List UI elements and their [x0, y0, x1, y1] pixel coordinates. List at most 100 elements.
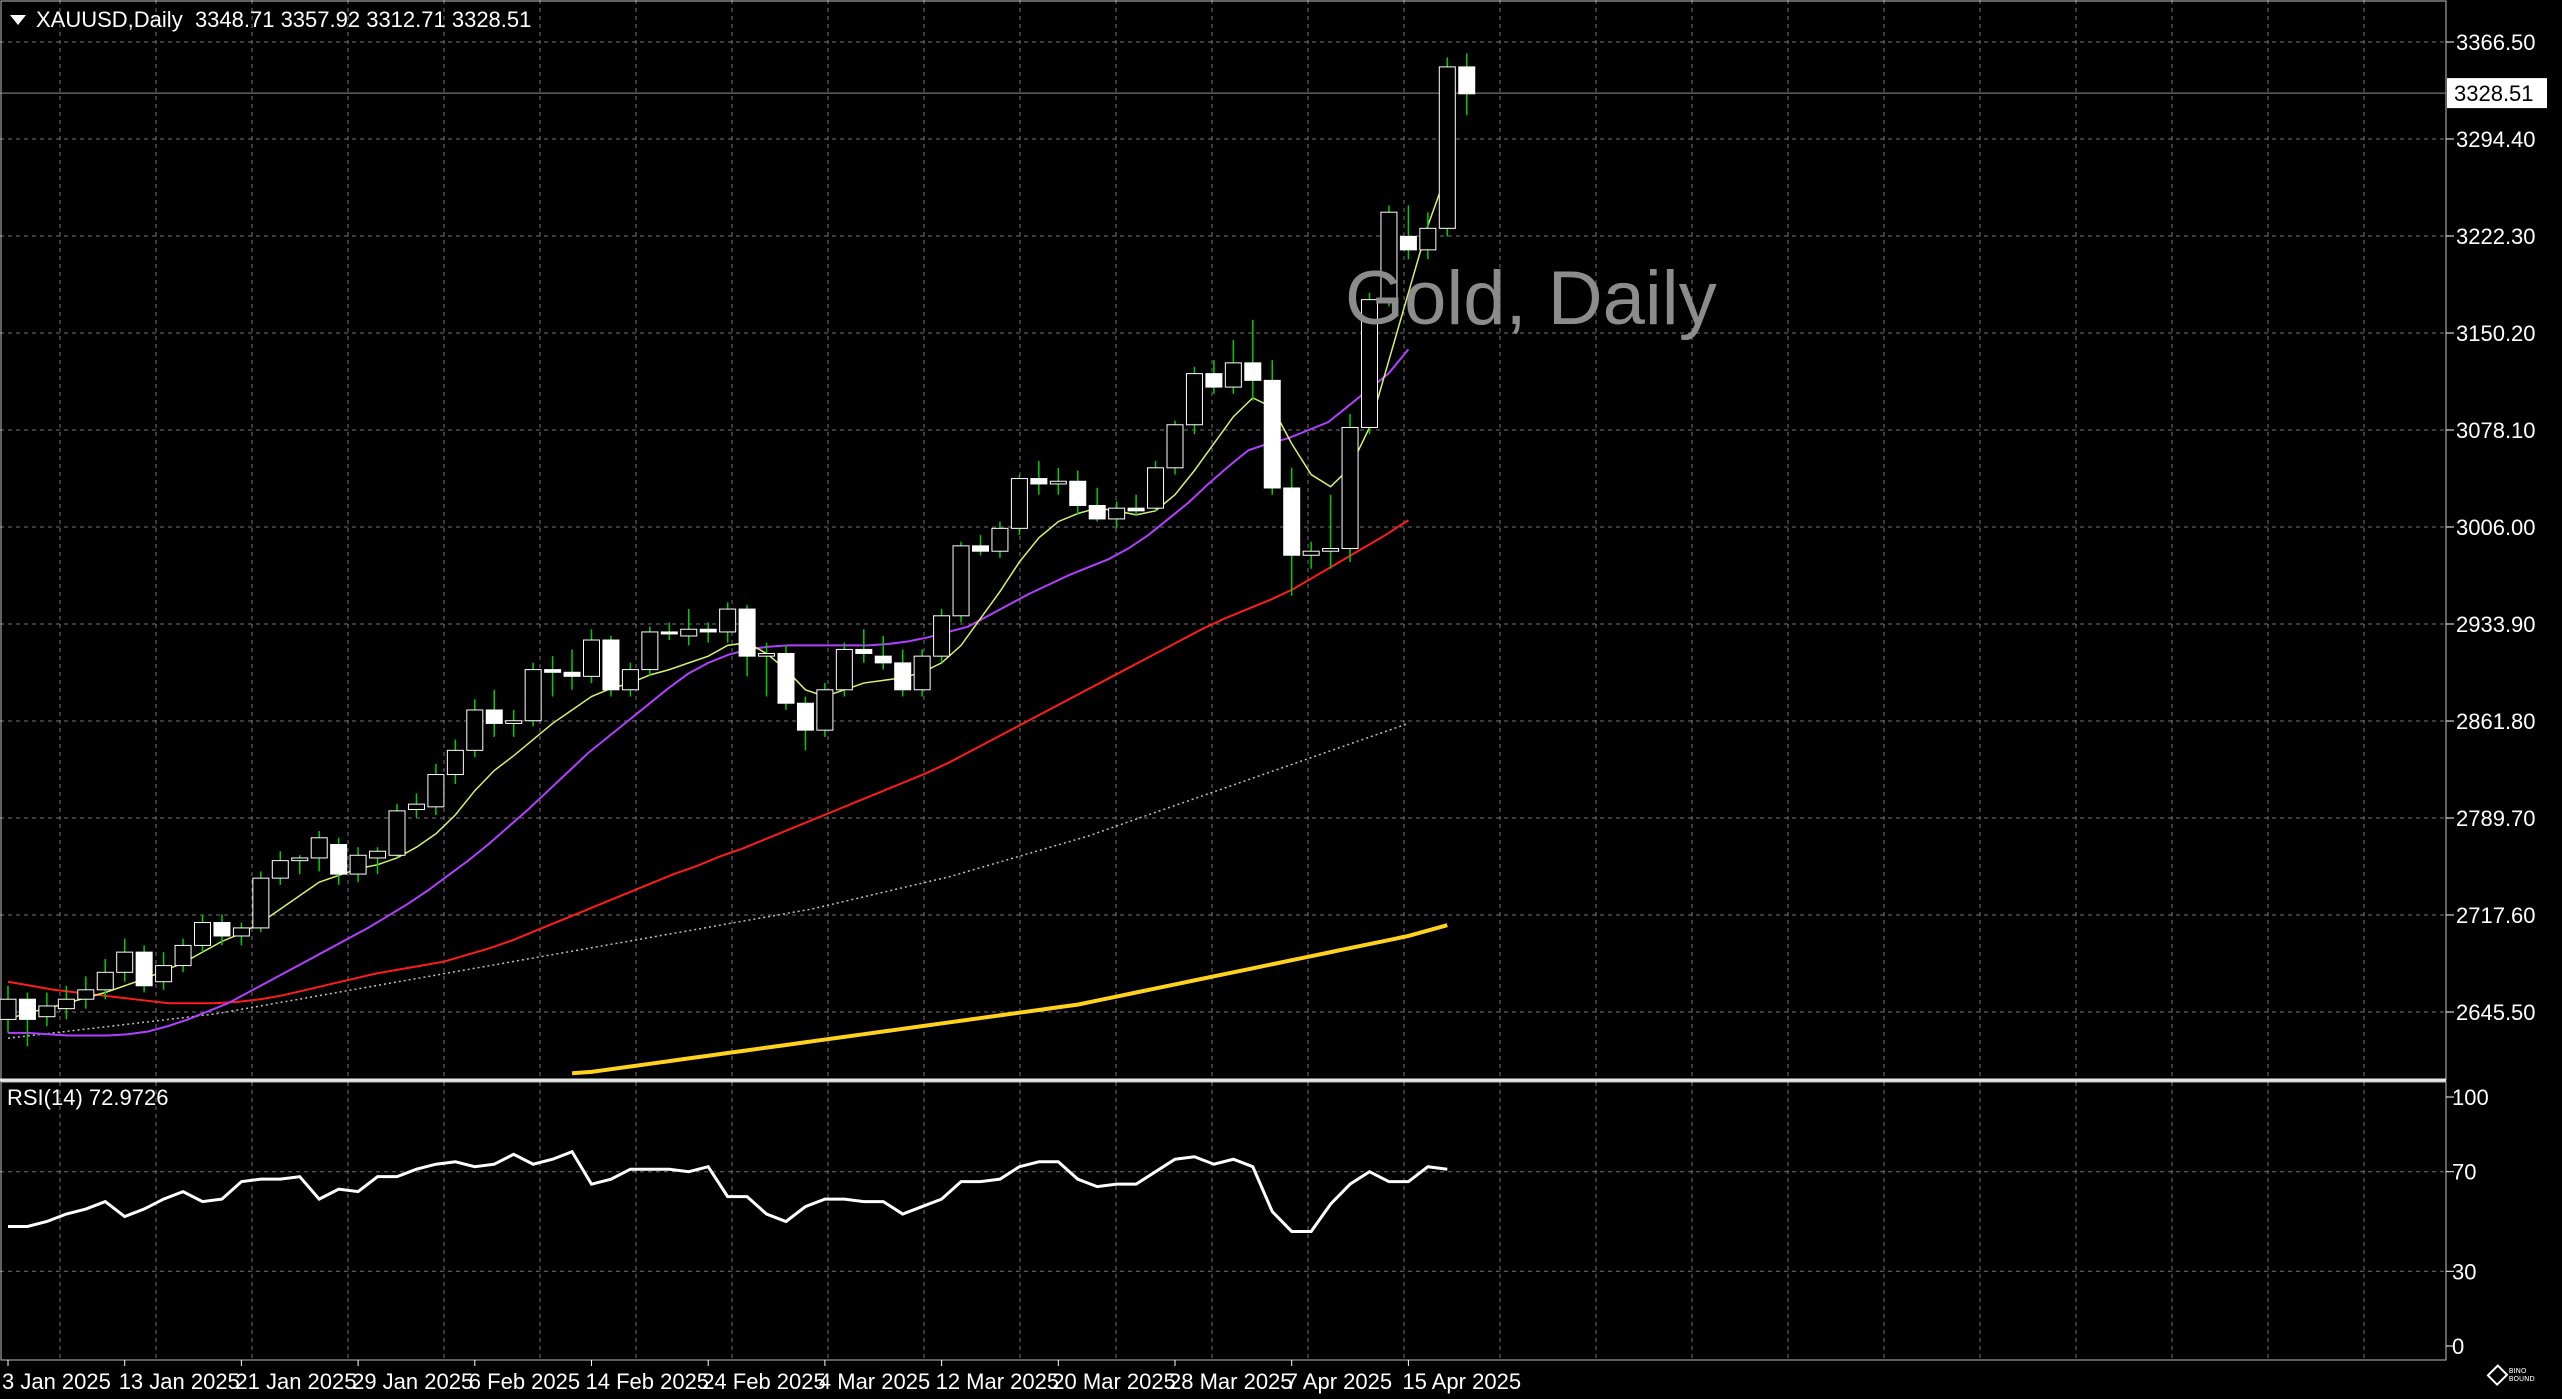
candle-body [699, 628, 717, 633]
candle [1127, 494, 1145, 515]
y-tick-label: 3150.20 [2456, 321, 2536, 346]
candle [796, 696, 814, 751]
candle [1341, 413, 1359, 562]
candle [1263, 360, 1281, 495]
candle [855, 629, 873, 663]
candle [252, 871, 270, 932]
candle-body [719, 608, 737, 633]
candle [1283, 467, 1301, 596]
y-tick-label: 2717.60 [2456, 903, 2536, 928]
ma-fast-line [7, 171, 1449, 1021]
candle-body [1283, 487, 1301, 556]
candle-body [913, 655, 931, 691]
candle-body [18, 998, 36, 1020]
candle [1108, 501, 1126, 529]
candle-body [524, 669, 542, 722]
rsi-indicator-label: RSI(14) 72.9726 [7, 1085, 169, 1110]
candle-body [213, 922, 231, 937]
candle [602, 635, 620, 697]
rsi-y-label: 70 [2452, 1160, 2476, 1185]
candle [310, 831, 328, 872]
candle-body [135, 951, 153, 987]
logo-diamond-icon [2486, 1364, 2509, 1386]
candle [232, 922, 250, 946]
candle-body [1224, 362, 1242, 388]
candle [894, 649, 912, 697]
candle [466, 699, 484, 758]
grid-lines [0, 0, 2446, 1360]
x-tick-label: 15 Apr 2025 [1402, 1369, 1521, 1394]
candle [446, 739, 464, 784]
candle [874, 635, 892, 670]
candle [1185, 366, 1203, 435]
candle-body [855, 648, 873, 654]
ma-mid-line [8, 348, 1410, 1037]
y-tick-label: 3294.40 [2456, 127, 2536, 152]
candle [933, 609, 951, 663]
rsi-y-label: 0 [2452, 1334, 2464, 1359]
candle-body [972, 545, 989, 552]
candle [388, 804, 406, 858]
candle [18, 992, 36, 1047]
candle [1049, 467, 1067, 495]
x-tick-label: 28 Mar 2025 [1169, 1369, 1293, 1394]
candle [194, 914, 211, 953]
candle-body [621, 669, 639, 691]
candle-body [330, 844, 348, 875]
candle-body [38, 1005, 56, 1018]
candle-body [1049, 480, 1067, 485]
symbol-label: XAUUSD,Daily [36, 7, 183, 32]
candle [544, 656, 562, 697]
candle-body [1263, 379, 1281, 489]
candle-body [835, 648, 853, 691]
candle-body [758, 652, 776, 657]
candle [369, 847, 387, 875]
candle [96, 958, 114, 1000]
rsi-line [8, 1149, 1448, 1233]
candle [913, 649, 931, 697]
candle [1244, 319, 1262, 401]
y-tick-label: 3366.50 [2456, 30, 2536, 55]
candle [57, 985, 75, 1020]
ohlc-values: 3348.71 3357.92 3312.71 3328.51 [194, 7, 532, 32]
candle-body [1322, 548, 1340, 552]
candle-body [777, 652, 795, 704]
candle [524, 662, 542, 727]
candle-body [0, 998, 17, 1020]
candle-body [485, 709, 503, 724]
rsi-y-label: 100 [2452, 1085, 2489, 1110]
candle [213, 914, 231, 946]
x-tick-label: 21 Jan 2025 [235, 1369, 356, 1394]
candle-body [874, 655, 892, 664]
candle [563, 649, 581, 690]
candle-body [446, 749, 464, 776]
dropdown-triangle-icon[interactable] [10, 15, 26, 25]
x-tick-label: 14 Feb 2025 [586, 1369, 710, 1394]
y-tick-label: 3006.00 [2456, 515, 2536, 540]
candle-body [1380, 211, 1398, 301]
candle [1010, 474, 1028, 536]
candle [505, 709, 523, 737]
y-tick-label: 3222.30 [2456, 224, 2536, 249]
x-tick-label: 6 Feb 2025 [469, 1369, 580, 1394]
candle-body [427, 774, 445, 808]
candle-body [563, 671, 581, 677]
candle [1380, 205, 1398, 307]
candle [349, 847, 367, 883]
candle [1322, 494, 1340, 569]
candle [1224, 339, 1242, 394]
candle-body [1147, 467, 1165, 509]
ma-200-line [571, 923, 1448, 1076]
candle [135, 945, 153, 993]
ma-slow-line [7, 519, 1409, 1005]
candle-body [116, 951, 134, 973]
candle [174, 938, 192, 973]
candle-body [1127, 507, 1145, 512]
candle-body [1244, 362, 1262, 381]
candle-body [583, 639, 600, 677]
candle-body [602, 639, 620, 691]
candle-body [1069, 480, 1087, 506]
candle [777, 645, 795, 710]
candle [0, 985, 17, 1033]
